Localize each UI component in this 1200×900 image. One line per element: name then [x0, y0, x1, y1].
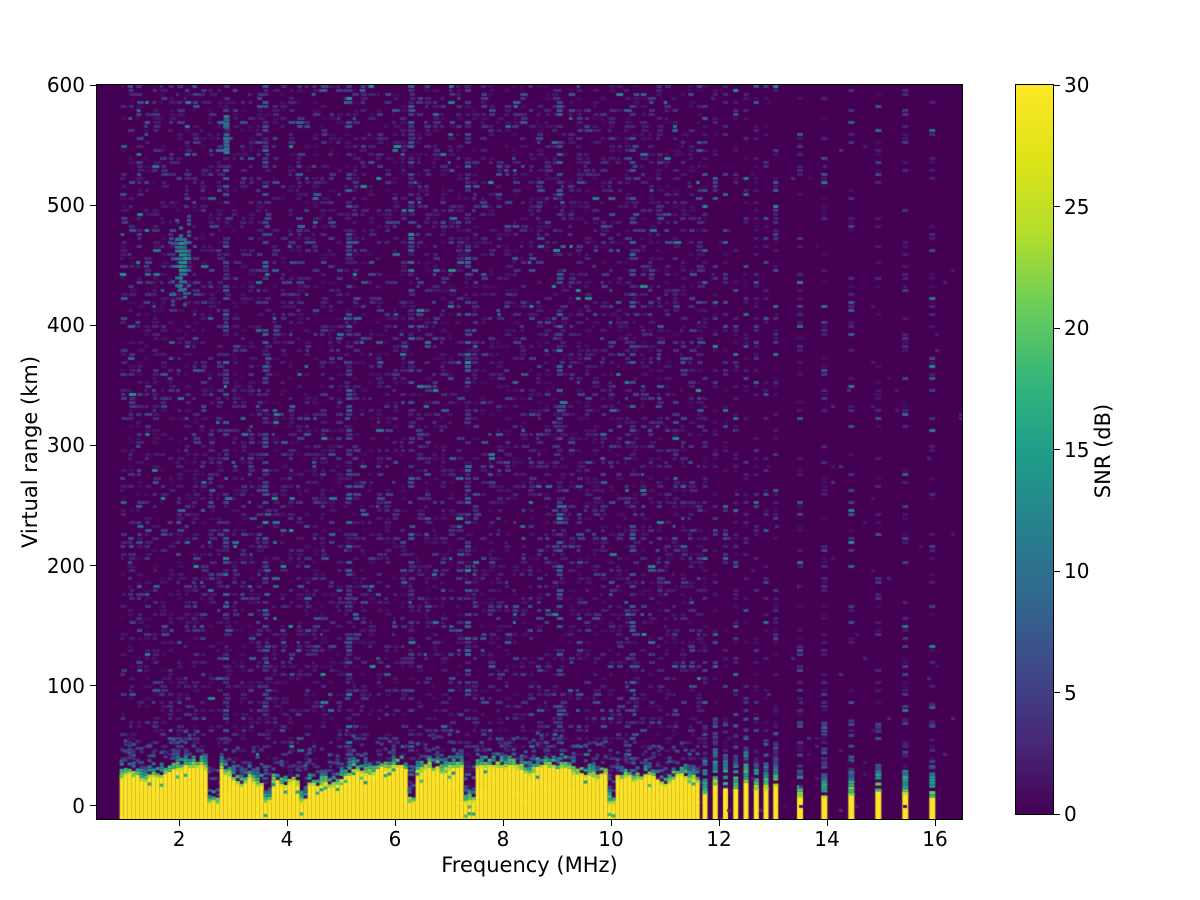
x-tick-2 — [178, 819, 180, 826]
colorbar-tick-5 — [1054, 692, 1060, 693]
colorbar-frame — [1015, 84, 1054, 815]
x-tick-10 — [610, 819, 612, 826]
y-tick-200 — [90, 565, 97, 567]
colorbar-tick-label-25: 25 — [1064, 194, 1090, 219]
colorbar-tick-0 — [1054, 813, 1060, 815]
colorbar-gradient — [1016, 85, 1053, 814]
x-tick-12 — [718, 819, 720, 826]
y-tick-400 — [90, 324, 97, 326]
colorbar-tick-label-0: 0 — [1064, 802, 1077, 826]
y-tick-0 — [90, 805, 97, 807]
x-tick-14 — [826, 819, 828, 826]
y-tick-label-300: 300 — [46, 433, 85, 458]
colorbar-tick-label-15: 15 — [1064, 437, 1090, 462]
x-tick-label-2: 2 — [172, 827, 186, 851]
y-tick-label-0: 0 — [72, 793, 85, 818]
x-tick-label-14: 14 — [814, 827, 840, 851]
plot-frame — [96, 84, 963, 820]
x-tick-label-6: 6 — [388, 827, 402, 851]
y-tick-label-400: 400 — [46, 313, 85, 338]
y-tick-label-100: 100 — [46, 673, 85, 698]
x-tick-label-12: 12 — [706, 827, 732, 851]
x-tick-label-16: 16 — [922, 827, 948, 851]
y-tick-500 — [90, 204, 97, 206]
y-tick-label-600: 600 — [46, 73, 85, 97]
y-tick-300 — [90, 444, 97, 446]
x-tick-label-8: 8 — [496, 827, 510, 851]
colorbar-tick-15 — [1054, 449, 1060, 450]
x-tick-6 — [394, 819, 396, 826]
colorbar-tick-20 — [1054, 327, 1060, 329]
x-tick-4 — [286, 819, 288, 826]
colorbar-tick-label-10: 10 — [1064, 559, 1090, 583]
x-tick-8 — [502, 819, 504, 826]
colorbar-tick-30 — [1054, 84, 1060, 86]
colorbar-tick-label-5: 5 — [1064, 680, 1077, 705]
y-tick-100 — [90, 685, 97, 687]
colorbar-tick-25 — [1054, 206, 1060, 207]
x-tick-label-10: 10 — [598, 827, 624, 851]
y-tick-label-500: 500 — [46, 193, 85, 218]
x-tick-label-4: 4 — [280, 827, 294, 851]
y-tick-600 — [90, 84, 97, 86]
x-axis-label: Frequency (MHz) — [441, 853, 618, 877]
colorbar-tick-label-30: 30 — [1064, 73, 1090, 97]
x-tick-16 — [934, 819, 936, 826]
y-tick-label-200: 200 — [46, 553, 85, 578]
colorbar-tick-label-20: 20 — [1064, 316, 1090, 340]
snr-heatmap-canvas — [97, 85, 962, 819]
colorbar-tick-10 — [1054, 570, 1060, 572]
